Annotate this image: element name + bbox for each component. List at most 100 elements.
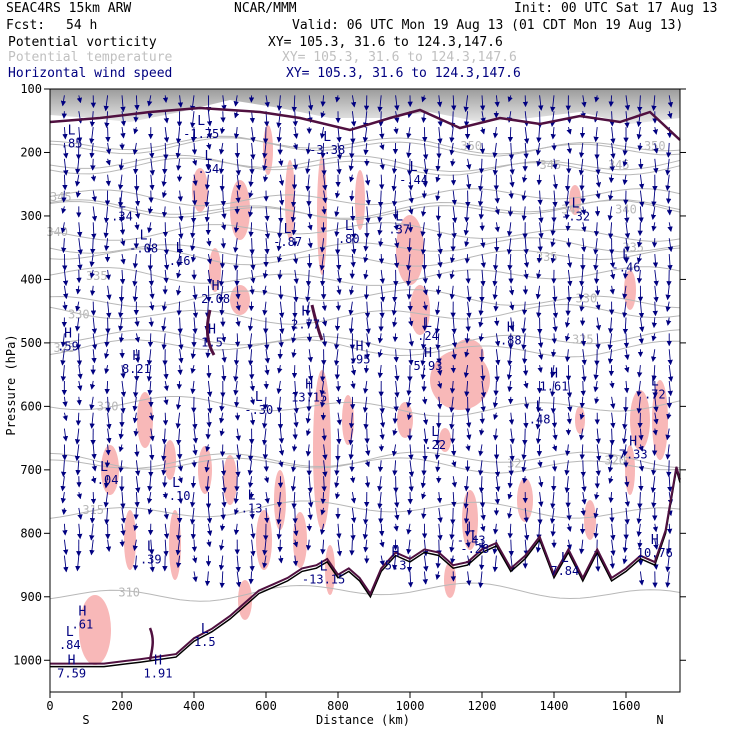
wind-vector (464, 349, 470, 358)
wind-vector (609, 285, 615, 295)
wind-vector (494, 317, 500, 327)
wind-vector (607, 206, 613, 221)
wind-vector (147, 95, 153, 107)
wind-vector (523, 127, 530, 144)
pv-shade-blob (198, 446, 212, 494)
wind-vector (89, 269, 95, 279)
wind-vector (178, 222, 184, 240)
wind-vector (495, 476, 501, 492)
wind-vector (509, 444, 515, 462)
wind-vector (391, 555, 398, 571)
wind-vector (75, 301, 81, 312)
wind-vector (665, 444, 671, 460)
wind-vector (192, 428, 199, 444)
wind-vector (206, 253, 213, 265)
wind-vector (61, 206, 67, 214)
wind-vector (278, 444, 285, 456)
wind-vector (406, 127, 412, 139)
wind-vector (147, 254, 154, 271)
wind-vector (437, 365, 443, 376)
wind-vector (204, 174, 211, 190)
wind-vector (422, 301, 428, 311)
wind-vector (206, 507, 213, 524)
wind-vector (247, 317, 254, 332)
wind-vector (421, 95, 427, 103)
wind-vector (666, 539, 672, 555)
wind-vector (250, 269, 256, 284)
wind-vector (305, 174, 311, 192)
extremum-type: H (550, 367, 558, 382)
theta-contour (49, 154, 681, 176)
wind-vector (75, 412, 82, 426)
wind-vector (148, 412, 155, 421)
wind-vector (89, 396, 95, 411)
wind-vector (609, 253, 616, 269)
wind-vector (451, 349, 457, 360)
wind-vector (218, 555, 225, 571)
wind-vector (292, 142, 298, 151)
pv-shade-blob (101, 445, 119, 495)
extremum-value: -.46 (612, 260, 641, 274)
wind-vector (407, 222, 414, 233)
wind-vector (204, 476, 211, 492)
wind-vector (435, 333, 441, 351)
wind-vector (163, 380, 169, 392)
wind-vector (60, 349, 66, 366)
wind-vector (523, 523, 530, 541)
wind-vector (552, 317, 558, 333)
wind-vector (420, 206, 427, 217)
wind-vector (149, 444, 155, 461)
wind-vector (377, 190, 384, 208)
wind-vector (177, 365, 183, 376)
wind-vector (595, 190, 601, 200)
pv-shade-blob (124, 510, 136, 570)
wind-vector (636, 396, 642, 414)
wind-vector (190, 492, 196, 508)
extremum-value: -.08 (129, 241, 158, 255)
wind-vector (105, 269, 111, 281)
wind-vector (667, 253, 673, 271)
wind-vector (564, 206, 570, 220)
wind-vector (176, 158, 182, 171)
wind-vector (60, 333, 67, 348)
wind-vector (407, 174, 414, 191)
wind-vector (363, 539, 369, 553)
wind-vector (379, 285, 386, 303)
wind-vector (322, 190, 328, 204)
wind-vector (466, 428, 472, 441)
wind-vector (293, 269, 299, 285)
wind-vector (651, 333, 657, 342)
wind-vector (319, 380, 325, 396)
extremum-value: .80 (338, 232, 360, 246)
wind-vector (76, 396, 82, 406)
wind-vector (278, 174, 285, 186)
wind-vector (91, 317, 98, 335)
wind-vector (279, 317, 285, 335)
wind-vector (638, 571, 645, 586)
wind-vector (566, 539, 573, 551)
wind-vector (322, 174, 328, 191)
wind-vector (320, 111, 326, 119)
wind-vector (391, 158, 398, 174)
extremum-type: H (64, 327, 72, 342)
wind-vector (175, 396, 182, 410)
wind-vector (118, 301, 124, 319)
wind-vector (305, 158, 311, 175)
wind-vector (393, 222, 399, 231)
wind-vector (161, 190, 168, 199)
wind-vector (335, 301, 342, 312)
wind-vector (350, 507, 357, 524)
wind-vector (480, 238, 486, 249)
wind-vector (362, 523, 369, 540)
wind-vector (134, 492, 140, 508)
wind-vector (463, 492, 469, 509)
wind-vector (609, 507, 615, 523)
wind-vector (550, 127, 556, 140)
wind-vector (622, 285, 628, 300)
wind-vector (665, 555, 671, 573)
wind-vector (624, 491, 631, 508)
extremum-value: 5.93 (414, 359, 443, 373)
wind-vector (204, 571, 211, 587)
wind-vector (535, 142, 542, 156)
wind-vector (264, 333, 270, 351)
